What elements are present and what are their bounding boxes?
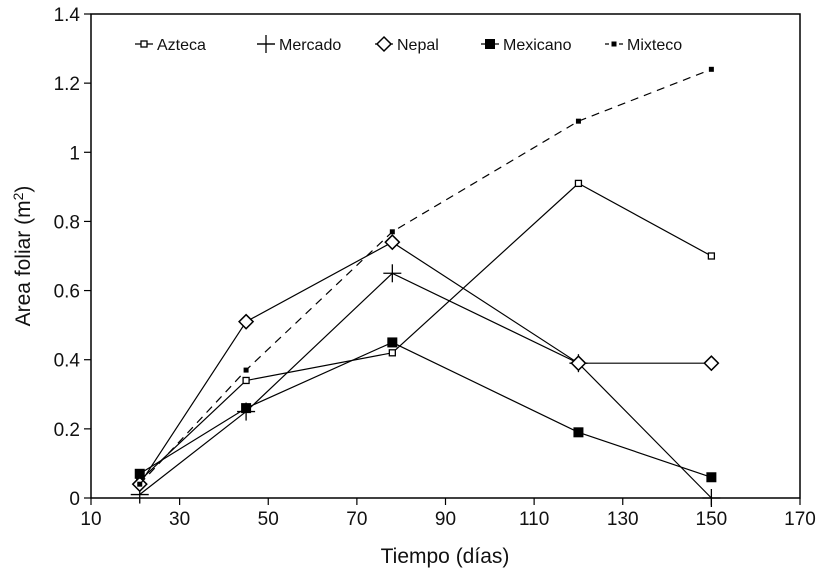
data-point-nepal xyxy=(238,313,255,330)
data-point-mexicano xyxy=(573,427,584,438)
data-point-mercado xyxy=(702,489,721,507)
legend-label-mexicano: Mexicano xyxy=(503,37,572,54)
x-axis: 10 30 50 70 90 110 130 150 170 xyxy=(80,498,816,530)
series-nepal xyxy=(131,234,720,493)
x-tick-label: 150 xyxy=(696,509,728,530)
data-point-mixteco xyxy=(243,367,249,373)
data-point-azteca xyxy=(707,252,716,260)
series-line-azteca xyxy=(139,182,712,482)
data-point-nepal xyxy=(384,234,401,251)
plot-frame xyxy=(90,13,801,499)
legend-label-azteca: Azteca xyxy=(157,37,206,54)
x-tick-label: 50 xyxy=(258,509,279,530)
data-point-mexicano xyxy=(387,337,398,348)
data-point-azteca xyxy=(574,179,583,188)
x-tick-label: 130 xyxy=(607,509,639,530)
y-tick-label: 1 xyxy=(69,143,80,164)
y-axis: 0 0.2 0.4 0.6 0.8 1 1.2 1.4 xyxy=(54,5,91,510)
x-tick-label: 90 xyxy=(435,509,456,530)
x-tick-label: 110 xyxy=(519,509,549,530)
legend-marker-mixteco xyxy=(611,41,617,47)
legend-item-mercado: Mercado xyxy=(257,35,341,54)
x-tick-label: 10 xyxy=(80,509,101,530)
data-point-azteca xyxy=(388,349,396,357)
legend-marker-nepal xyxy=(375,35,393,53)
data-point-mixteco xyxy=(708,66,714,72)
data-point-mixteco xyxy=(389,229,395,235)
y-tick-label: 0.8 xyxy=(54,212,80,233)
series-mexicano xyxy=(134,337,717,483)
y-axis-title: Area foliar (m2) xyxy=(10,186,35,327)
series-line-mercado xyxy=(139,272,712,499)
data-point-mixteco xyxy=(575,118,581,124)
y-tick-label: 0.4 xyxy=(54,351,81,372)
y-tick-label: 1.2 xyxy=(54,74,80,95)
legend-label-nepal: Nepal xyxy=(397,37,439,54)
legend-marker-azteca xyxy=(140,40,148,48)
series-line-mixteco xyxy=(139,68,712,485)
data-point-mercado xyxy=(383,264,402,283)
data-point-mexicano xyxy=(241,403,252,414)
y-tick-label: 0.2 xyxy=(54,420,80,441)
legend-item-azteca: Azteca xyxy=(135,37,206,54)
y-tick-label: 1.4 xyxy=(54,5,81,26)
series-mixteco xyxy=(137,66,714,487)
legend-marker-mexicano xyxy=(485,39,495,49)
series-azteca xyxy=(136,179,716,485)
series-layer xyxy=(130,66,721,507)
legend-label-mercado: Mercado xyxy=(279,37,341,54)
legend-item-nepal: Nepal xyxy=(375,35,439,54)
y-axis-title-main: Area foliar (m xyxy=(12,200,35,326)
data-point-nepal xyxy=(703,355,720,372)
y-axis-title-close: ) xyxy=(12,186,35,193)
data-point-mexicano xyxy=(134,468,145,479)
legend-label-mixteco: Mixteco xyxy=(627,37,682,54)
legend-item-mexicano: Mexicano xyxy=(481,37,572,54)
y-tick-label: 0.6 xyxy=(54,282,80,303)
x-axis-title: Tiempo (días) xyxy=(381,545,510,568)
data-point-mixteco xyxy=(137,481,143,487)
data-point-nepal xyxy=(570,355,587,372)
x-tick-label: 30 xyxy=(169,509,190,530)
x-tick-label: 70 xyxy=(346,509,367,530)
y-tick-label: 0 xyxy=(69,489,80,510)
series-mercado xyxy=(130,264,721,507)
legend-marker-mercado xyxy=(257,35,275,53)
legend: Azteca Mercado Nepal Mexicano Mixteco xyxy=(135,35,682,54)
legend-item-mixteco: Mixteco xyxy=(605,37,682,54)
data-point-azteca xyxy=(242,376,250,385)
data-point-mexicano xyxy=(706,472,717,483)
x-tick-label: 170 xyxy=(784,509,816,530)
y-axis-title-superscript: 2 xyxy=(10,192,26,200)
